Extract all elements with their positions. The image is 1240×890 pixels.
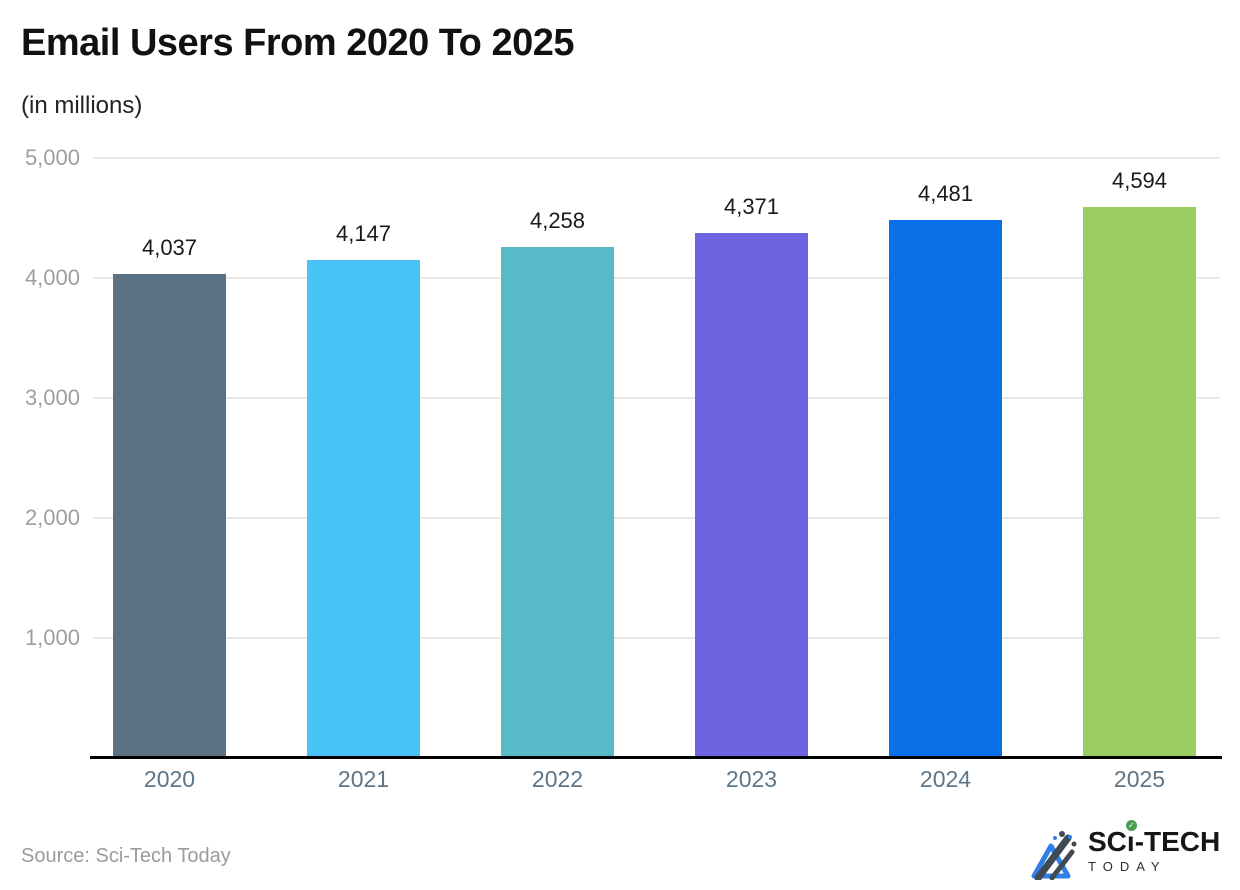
bar-value-label-2021: 4,147 — [335, 221, 392, 247]
bar-value-label-2023: 4,371 — [723, 194, 780, 220]
logo-check-icon: ✓ — [1125, 820, 1137, 831]
logo-brand-sub: TODAY — [1088, 859, 1167, 874]
x-axis-tick-label-2023: 2023 — [725, 766, 778, 792]
x-axis-tick-label-2025: 2025 — [1113, 766, 1166, 792]
bar-2025 — [1083, 206, 1196, 758]
x-axis-tick-label-2024: 2024 — [919, 766, 972, 792]
bar-value-label-2022: 4,258 — [529, 208, 586, 234]
bar-2022 — [501, 247, 614, 758]
bar-2023 — [695, 233, 808, 758]
bar-value-label-2024: 4,481 — [917, 181, 974, 207]
x-axis-tick-label-2022: 2022 — [531, 766, 584, 792]
gridline-5000 — [93, 157, 1220, 159]
gridline-4000 — [93, 277, 1220, 279]
sci-tech-today-logo: SCı ✓ -TECH TODAY — [1024, 820, 1220, 882]
logo-flask-icon — [1031, 831, 1077, 880]
chart-title: Email Users From 2020 To 2025 — [21, 22, 574, 64]
gridline-3000 — [93, 397, 1220, 399]
chart-subtitle: (in millions) — [21, 92, 143, 119]
bar-2024 — [889, 220, 1002, 758]
bar-value-label-2025: 4,594 — [1111, 167, 1168, 193]
x-axis-tick-label-2020: 2020 — [143, 766, 196, 792]
gridline-2000 — [93, 517, 1220, 519]
y-axis-tick-label: 1,000 — [24, 625, 80, 650]
bar-2021 — [307, 260, 420, 758]
logo-text: SCı ✓ -TECH TODAY — [1088, 820, 1221, 874]
y-axis-tick-label: 2,000 — [24, 505, 80, 530]
bar-value-label-2020: 4,037 — [141, 234, 198, 260]
x-axis-line — [90, 756, 1222, 759]
logo-brand-name: SCı ✓ -TECH — [1088, 820, 1221, 857]
y-axis-tick-label: 5,000 — [24, 145, 80, 170]
bar-2020 — [113, 273, 226, 758]
gridline-1000 — [93, 637, 1220, 639]
y-axis-tick-label: 3,000 — [24, 385, 80, 410]
source-attribution: Source: Sci-Tech Today — [21, 845, 231, 867]
x-axis-tick-label-2021: 2021 — [337, 766, 390, 792]
y-axis-tick-label: 4,000 — [24, 265, 80, 290]
